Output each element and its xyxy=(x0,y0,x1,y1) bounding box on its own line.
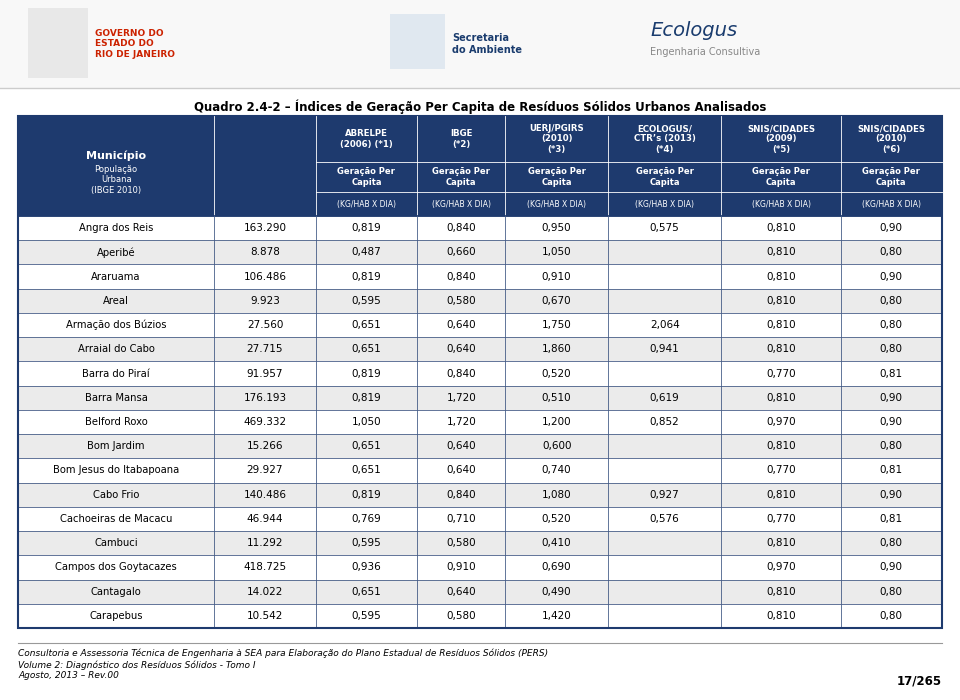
Text: Volume 2: Diagnóstico dos Resíduos Sólidos - Tomo I: Volume 2: Diagnóstico dos Resíduos Sólid… xyxy=(18,660,255,669)
Bar xyxy=(505,386,608,410)
Bar xyxy=(214,313,316,337)
Bar xyxy=(505,216,608,240)
Bar xyxy=(214,434,316,458)
Bar xyxy=(18,288,214,313)
Text: 0,770: 0,770 xyxy=(766,368,796,379)
Bar xyxy=(18,434,214,458)
Bar xyxy=(214,604,316,628)
Text: Araruama: Araruama xyxy=(91,272,141,281)
Bar xyxy=(722,288,841,313)
Text: 0,80: 0,80 xyxy=(879,441,902,452)
Text: Cambuci: Cambuci xyxy=(94,538,138,548)
Text: 0,970: 0,970 xyxy=(766,562,796,573)
Text: (KG/HAB X DIA): (KG/HAB X DIA) xyxy=(752,199,810,209)
Bar xyxy=(418,288,505,313)
Bar xyxy=(214,555,316,580)
Bar xyxy=(722,458,841,482)
Text: Agosto, 2013 – Rev.00: Agosto, 2013 – Rev.00 xyxy=(18,671,119,680)
Bar xyxy=(214,361,316,386)
Text: 0,580: 0,580 xyxy=(446,296,476,306)
Bar xyxy=(418,216,505,240)
Text: 0,769: 0,769 xyxy=(351,514,381,524)
Bar xyxy=(505,434,608,458)
Text: 0,80: 0,80 xyxy=(879,296,902,306)
Bar xyxy=(608,240,722,265)
Bar xyxy=(841,458,942,482)
Bar xyxy=(505,288,608,313)
Bar xyxy=(722,507,841,531)
Text: ECOLOGUS/
CTR’s (2013)
(*4): ECOLOGUS/ CTR’s (2013) (*4) xyxy=(634,124,696,154)
Text: 0,80: 0,80 xyxy=(879,538,902,548)
Text: Barra Mansa: Barra Mansa xyxy=(84,393,148,402)
Bar xyxy=(608,555,722,580)
Bar xyxy=(418,482,505,507)
Bar xyxy=(18,555,214,580)
Bar xyxy=(722,482,841,507)
Text: 15.266: 15.266 xyxy=(247,441,283,452)
Bar xyxy=(316,410,418,434)
Text: 0,840: 0,840 xyxy=(446,490,476,500)
Text: 0,640: 0,640 xyxy=(446,587,476,596)
Text: 0,810: 0,810 xyxy=(766,587,796,596)
Text: IBGE
(*2): IBGE (*2) xyxy=(450,130,472,148)
Bar xyxy=(18,216,214,240)
Bar xyxy=(18,507,214,531)
Text: Aperibé: Aperibé xyxy=(97,247,135,258)
Text: 0,819: 0,819 xyxy=(351,368,381,379)
Text: 0,651: 0,651 xyxy=(351,344,381,354)
Bar xyxy=(505,580,608,604)
Bar xyxy=(18,337,214,361)
Bar xyxy=(418,265,505,288)
Text: 0,90: 0,90 xyxy=(879,417,902,427)
Bar xyxy=(722,337,841,361)
Bar xyxy=(722,265,841,288)
Text: Bom Jardim: Bom Jardim xyxy=(87,441,145,452)
Bar xyxy=(505,240,608,265)
Bar xyxy=(841,288,942,313)
Text: 0,852: 0,852 xyxy=(650,417,680,427)
Bar xyxy=(608,313,722,337)
Text: Geração Per
Capita: Geração Per Capita xyxy=(338,167,396,187)
Text: 0,810: 0,810 xyxy=(766,272,796,281)
Text: Geração Per
Capita: Geração Per Capita xyxy=(528,167,586,187)
Text: Município: Município xyxy=(86,150,146,161)
Bar xyxy=(18,410,214,434)
Text: Geração Per
Capita: Geração Per Capita xyxy=(636,167,694,187)
Bar xyxy=(316,580,418,604)
Text: 0,810: 0,810 xyxy=(766,611,796,621)
Text: 0,810: 0,810 xyxy=(766,344,796,354)
Text: Ecologus: Ecologus xyxy=(650,20,737,39)
Text: 0,90: 0,90 xyxy=(879,393,902,402)
Bar xyxy=(418,434,505,458)
Text: 0,90: 0,90 xyxy=(879,272,902,281)
Bar xyxy=(841,482,942,507)
Text: 1,860: 1,860 xyxy=(541,344,571,354)
Text: 29.927: 29.927 xyxy=(247,466,283,475)
Bar xyxy=(841,604,942,628)
Text: 469.332: 469.332 xyxy=(244,417,286,427)
Text: 0,710: 0,710 xyxy=(446,514,476,524)
Bar xyxy=(418,240,505,265)
Text: 27.715: 27.715 xyxy=(247,344,283,354)
Bar xyxy=(418,410,505,434)
Bar xyxy=(214,288,316,313)
Bar xyxy=(505,604,608,628)
Bar xyxy=(608,337,722,361)
Bar xyxy=(841,216,942,240)
Text: 1,720: 1,720 xyxy=(446,393,476,402)
Bar xyxy=(316,216,418,240)
Bar xyxy=(316,604,418,628)
Text: Carapebus: Carapebus xyxy=(89,611,143,621)
Bar xyxy=(722,240,841,265)
Bar xyxy=(841,386,942,410)
Text: 0,90: 0,90 xyxy=(879,562,902,573)
Bar xyxy=(841,410,942,434)
Bar xyxy=(608,507,722,531)
Text: 0,840: 0,840 xyxy=(446,368,476,379)
Text: (KG/HAB X DIA): (KG/HAB X DIA) xyxy=(636,199,694,209)
Bar xyxy=(608,434,722,458)
Bar xyxy=(214,216,316,240)
Text: Geração Per
Capita: Geração Per Capita xyxy=(432,167,491,187)
Text: População
Urbana
(IBGE 2010): População Urbana (IBGE 2010) xyxy=(91,165,141,195)
Bar xyxy=(722,580,841,604)
